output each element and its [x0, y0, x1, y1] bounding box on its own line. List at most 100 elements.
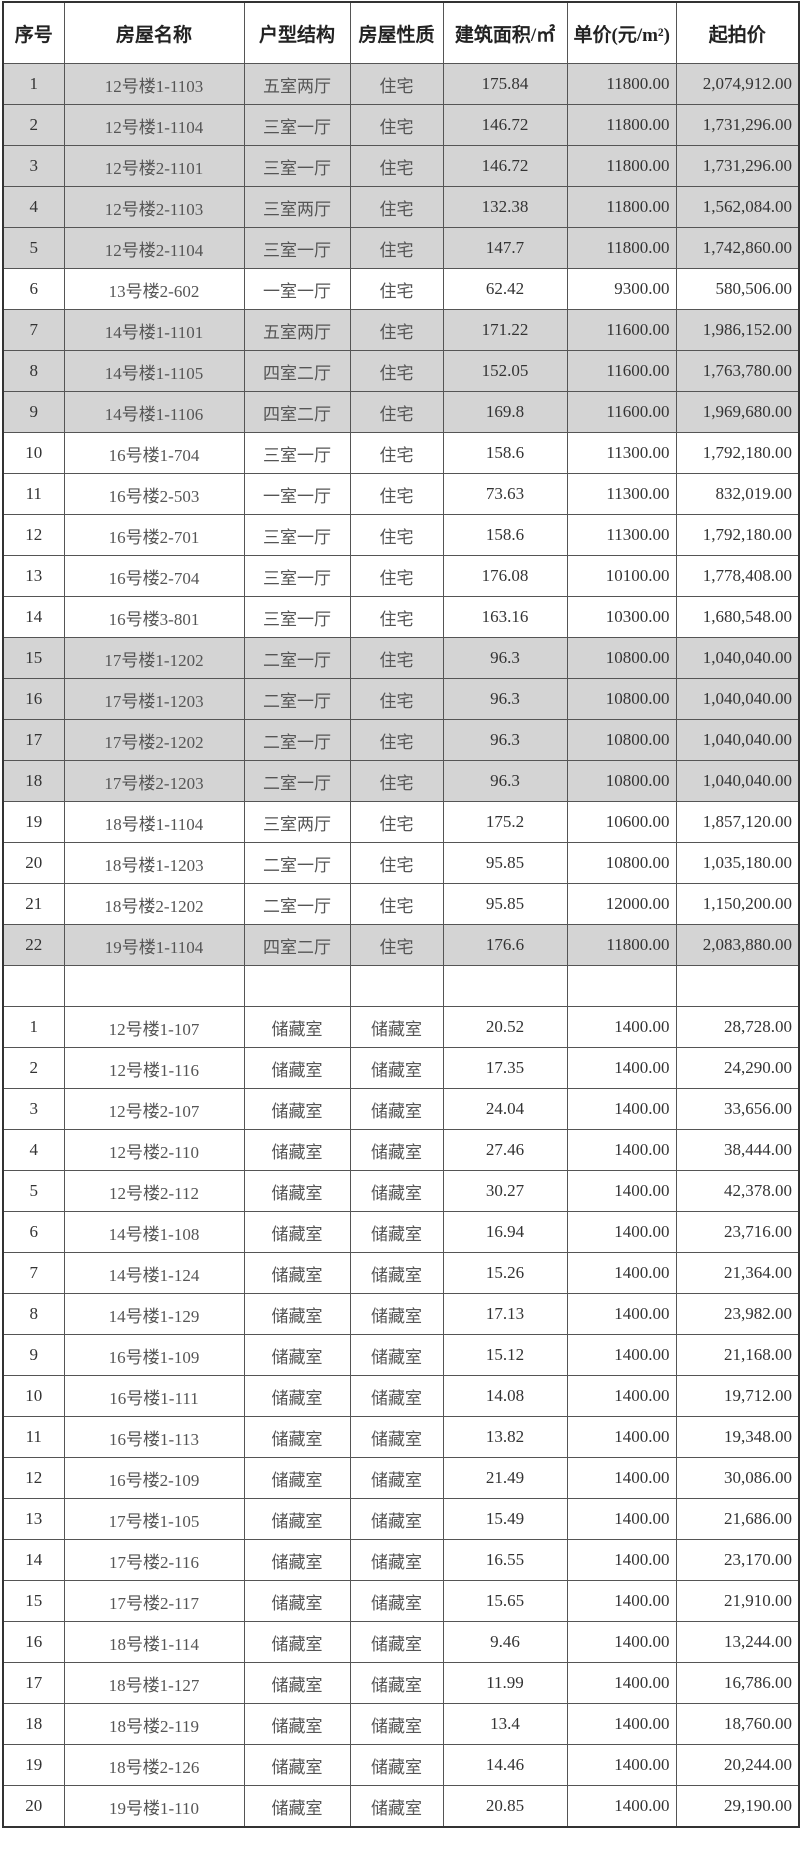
cell-nature: 储藏室	[349, 1416, 444, 1458]
empty-cell	[349, 965, 444, 1007]
cell-start-price: 1,731,296.00	[675, 104, 800, 146]
cell-start-price: 1,742,860.00	[675, 227, 800, 269]
cell-nature: 住宅	[349, 309, 444, 351]
cell-layout: 四室二厅	[243, 924, 351, 966]
cell-unit-price: 11300.00	[566, 473, 677, 515]
cell-layout: 二室一厅	[243, 678, 351, 720]
cell-nature: 住宅	[349, 801, 444, 843]
cell-unit-price: 1400.00	[566, 1498, 677, 1540]
cell-no: 21	[2, 883, 65, 925]
header-name: 房屋名称	[63, 1, 245, 64]
residential-row: 4 12号楼2-1103 三室两厅 住宅 132.38 11800.00 1,562,084…	[2, 186, 800, 228]
cell-area: 17.35	[442, 1047, 568, 1089]
empty-cell	[566, 965, 677, 1007]
cell-name: 12号楼1-107	[63, 1006, 245, 1048]
cell-nature: 住宅	[349, 883, 444, 925]
cell-start-price: 30,086.00	[675, 1457, 800, 1499]
cell-layout: 三室一厅	[243, 104, 351, 146]
cell-no: 1	[2, 1006, 65, 1048]
cell-no: 9	[2, 1334, 65, 1376]
cell-unit-price: 11300.00	[566, 432, 677, 474]
cell-unit-price: 9300.00	[566, 268, 677, 310]
cell-no: 4	[2, 186, 65, 228]
cell-area: 14.46	[442, 1744, 568, 1786]
header-no: 序号	[2, 1, 65, 64]
cell-unit-price: 1400.00	[566, 1088, 677, 1130]
residential-row: 7 14号楼1-1101 五室两厅 住宅 171.22 11600.00 1,986,152…	[2, 309, 800, 351]
cell-name: 12号楼2-107	[63, 1088, 245, 1130]
storage-row: 13 17号楼1-105 储藏室 储藏室 15.49 1400.00 21,686.00	[2, 1498, 800, 1540]
cell-layout: 三室一厅	[243, 227, 351, 269]
cell-nature: 住宅	[349, 227, 444, 269]
cell-layout: 储藏室	[243, 1211, 351, 1253]
cell-layout: 四室二厅	[243, 391, 351, 433]
cell-area: 17.13	[442, 1293, 568, 1335]
cell-no: 16	[2, 1621, 65, 1663]
cell-name: 17号楼1-105	[63, 1498, 245, 1540]
cell-no: 20	[2, 842, 65, 884]
cell-name: 17号楼1-1202	[63, 637, 245, 679]
cell-unit-price: 1400.00	[566, 1211, 677, 1253]
cell-area: 62.42	[442, 268, 568, 310]
residential-row: 21 18号楼2-1202 二室一厅 住宅 95.85 12000.00 1,150,200…	[2, 883, 800, 925]
cell-nature: 储藏室	[349, 1006, 444, 1048]
cell-nature: 住宅	[349, 924, 444, 966]
cell-layout: 储藏室	[243, 1744, 351, 1786]
cell-start-price: 19,712.00	[675, 1375, 800, 1417]
cell-unit-price: 11800.00	[566, 63, 677, 105]
cell-layout: 四室二厅	[243, 350, 351, 392]
cell-unit-price: 1400.00	[566, 1170, 677, 1212]
cell-unit-price: 11800.00	[566, 145, 677, 187]
cell-unit-price: 1400.00	[566, 1539, 677, 1581]
cell-name: 12号楼1-1104	[63, 104, 245, 146]
cell-unit-price: 10600.00	[566, 801, 677, 843]
cell-name: 12号楼1-1103	[63, 63, 245, 105]
cell-start-price: 1,731,296.00	[675, 145, 800, 187]
cell-unit-price: 1400.00	[566, 1006, 677, 1048]
cell-no: 17	[2, 719, 65, 761]
cell-area: 27.46	[442, 1129, 568, 1171]
cell-name: 12号楼2-1104	[63, 227, 245, 269]
cell-nature: 储藏室	[349, 1293, 444, 1335]
cell-unit-price: 11600.00	[566, 309, 677, 351]
cell-unit-price: 11800.00	[566, 924, 677, 966]
storage-row: 11 16号楼1-113 储藏室 储藏室 13.82 1400.00 19,348.00	[2, 1416, 800, 1458]
storage-row: 14 17号楼2-116 储藏室 储藏室 16.55 1400.00 23,170.00	[2, 1539, 800, 1581]
cell-nature: 住宅	[349, 514, 444, 556]
cell-layout: 三室一厅	[243, 596, 351, 638]
cell-no: 12	[2, 514, 65, 556]
cell-nature: 住宅	[349, 555, 444, 597]
header-layout: 户型结构	[243, 1, 351, 64]
cell-name: 18号楼2-119	[63, 1703, 245, 1745]
empty-cell	[675, 965, 800, 1007]
cell-area: 73.63	[442, 473, 568, 515]
residential-row: 16 17号楼1-1203 二室一厅 住宅 96.3 10800.00 1,040,040.…	[2, 678, 800, 720]
header-unit-price: 单价(元/m²)	[566, 1, 677, 64]
cell-layout: 储藏室	[243, 1703, 351, 1745]
residential-row: 3 12号楼2-1101 三室一厅 住宅 146.72 11800.00 1,731,296…	[2, 145, 800, 187]
cell-nature: 储藏室	[349, 1457, 444, 1499]
cell-nature: 储藏室	[349, 1047, 444, 1089]
cell-layout: 储藏室	[243, 1293, 351, 1335]
cell-layout: 储藏室	[243, 1252, 351, 1294]
cell-layout: 三室一厅	[243, 514, 351, 556]
cell-no: 18	[2, 760, 65, 802]
cell-name: 19号楼1-110	[63, 1785, 245, 1828]
cell-layout: 一室一厅	[243, 268, 351, 310]
cell-nature: 住宅	[349, 842, 444, 884]
cell-nature: 储藏室	[349, 1539, 444, 1581]
cell-layout: 储藏室	[243, 1457, 351, 1499]
residential-row: 8 14号楼1-1105 四室二厅 住宅 152.05 11600.00 1,763,780…	[2, 350, 800, 392]
cell-area: 14.08	[442, 1375, 568, 1417]
cell-area: 16.55	[442, 1539, 568, 1581]
cell-start-price: 21,168.00	[675, 1334, 800, 1376]
cell-area: 158.6	[442, 514, 568, 556]
cell-name: 12号楼2-112	[63, 1170, 245, 1212]
cell-no: 10	[2, 432, 65, 474]
cell-nature: 储藏室	[349, 1580, 444, 1622]
cell-layout: 储藏室	[243, 1416, 351, 1458]
cell-area: 95.85	[442, 842, 568, 884]
cell-area: 96.3	[442, 637, 568, 679]
cell-area: 176.08	[442, 555, 568, 597]
cell-no: 22	[2, 924, 65, 966]
